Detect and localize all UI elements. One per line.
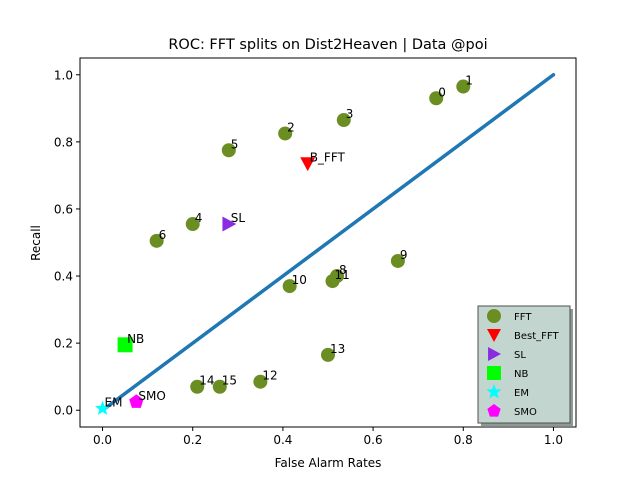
- point-label-fft: 13: [330, 342, 345, 356]
- marker-fft: [185, 217, 200, 232]
- legend-label-best-fft: Best_FFT: [514, 331, 559, 342]
- legend-label-fft: FFT: [514, 312, 532, 323]
- legend-box: [477, 305, 571, 424]
- marker-fft: [390, 253, 405, 268]
- x-tick-label: 1.0: [544, 433, 563, 447]
- x-axis-label: False Alarm Rates: [275, 456, 382, 470]
- y-tick-label: 0.2: [54, 337, 73, 351]
- marker-nb: [117, 337, 133, 353]
- marker-fft: [321, 347, 335, 362]
- y-tick-label: 0.6: [54, 202, 73, 216]
- marker-best-fft: [300, 157, 316, 172]
- y-axis-label: Recall: [29, 225, 43, 261]
- y-tick-label: 0.4: [54, 270, 73, 284]
- marker-em: [94, 400, 111, 416]
- legend-marker-best-fft: [487, 329, 501, 342]
- point-label-fft: 10: [292, 273, 307, 287]
- legend-label-nb: NB: [514, 369, 528, 380]
- point-label-fft: 3: [346, 107, 354, 121]
- point-label-sl: SL: [231, 211, 246, 225]
- x-tick-label: 0.2: [183, 433, 202, 447]
- marker-fft: [221, 143, 236, 158]
- point-label-fft: 1: [465, 74, 473, 88]
- legend: FFT Best_FFT SL NB EM SMO: [477, 305, 573, 426]
- marker-fft: [325, 274, 340, 289]
- diagonal-reference-line: [100, 73, 556, 412]
- axes-frame: [79, 57, 577, 428]
- point-label-fft: 4: [195, 211, 203, 225]
- legend-marker-fft: [487, 309, 501, 323]
- legend-marker-em: [486, 384, 502, 399]
- legend-label-em: EM: [514, 388, 529, 399]
- marker-fft: [456, 79, 471, 94]
- point-label-nb: NB: [127, 332, 144, 346]
- marker-fft: [336, 113, 351, 128]
- x-tick-label: 0.8: [454, 433, 473, 447]
- y-tick-label: 1.0: [54, 68, 73, 82]
- marker-fft: [190, 379, 205, 394]
- marker-fft: [429, 91, 444, 106]
- point-label-fft: 9: [400, 248, 408, 262]
- point-label-fft: 6: [159, 228, 167, 242]
- marker-fft: [278, 126, 293, 141]
- y-tick-label: 0.8: [54, 135, 73, 149]
- point-label-fft: 8: [339, 263, 347, 277]
- marker-fft: [149, 233, 164, 248]
- legend-label-smo: SMO: [514, 407, 537, 418]
- legend-label-sl: SL: [514, 350, 526, 361]
- point-label-fft: 2: [287, 120, 295, 134]
- point-label-best-fft: B_FFT: [310, 151, 346, 165]
- marker-fft: [212, 379, 227, 394]
- marker-fft: [282, 279, 297, 294]
- marker-fft: [253, 374, 268, 389]
- y-tick-label: 0.0: [54, 404, 73, 418]
- point-label-fft: 15: [222, 374, 237, 388]
- legend-marker-nb: [487, 366, 501, 380]
- point-label-em: EM: [105, 396, 123, 410]
- point-label-fft: 0: [438, 85, 446, 99]
- x-tick-label: 0.4: [273, 433, 292, 447]
- x-tick-label: 0.6: [364, 433, 383, 447]
- x-tick-label: 0.0: [93, 433, 112, 447]
- legend-marker-sl: [488, 347, 501, 361]
- point-label-fft: 11: [335, 268, 350, 282]
- legend-marker-smo: [487, 404, 501, 417]
- point-label-fft: 14: [199, 374, 214, 388]
- point-label-fft: 5: [231, 137, 239, 151]
- marker-smo: [129, 394, 144, 408]
- marker-sl: [222, 216, 237, 232]
- point-label-fft: 12: [262, 369, 277, 383]
- point-label-smo: SMO: [138, 389, 165, 403]
- chart-title: ROC: FFT splits on Dist2Heaven | Data @p…: [168, 37, 487, 53]
